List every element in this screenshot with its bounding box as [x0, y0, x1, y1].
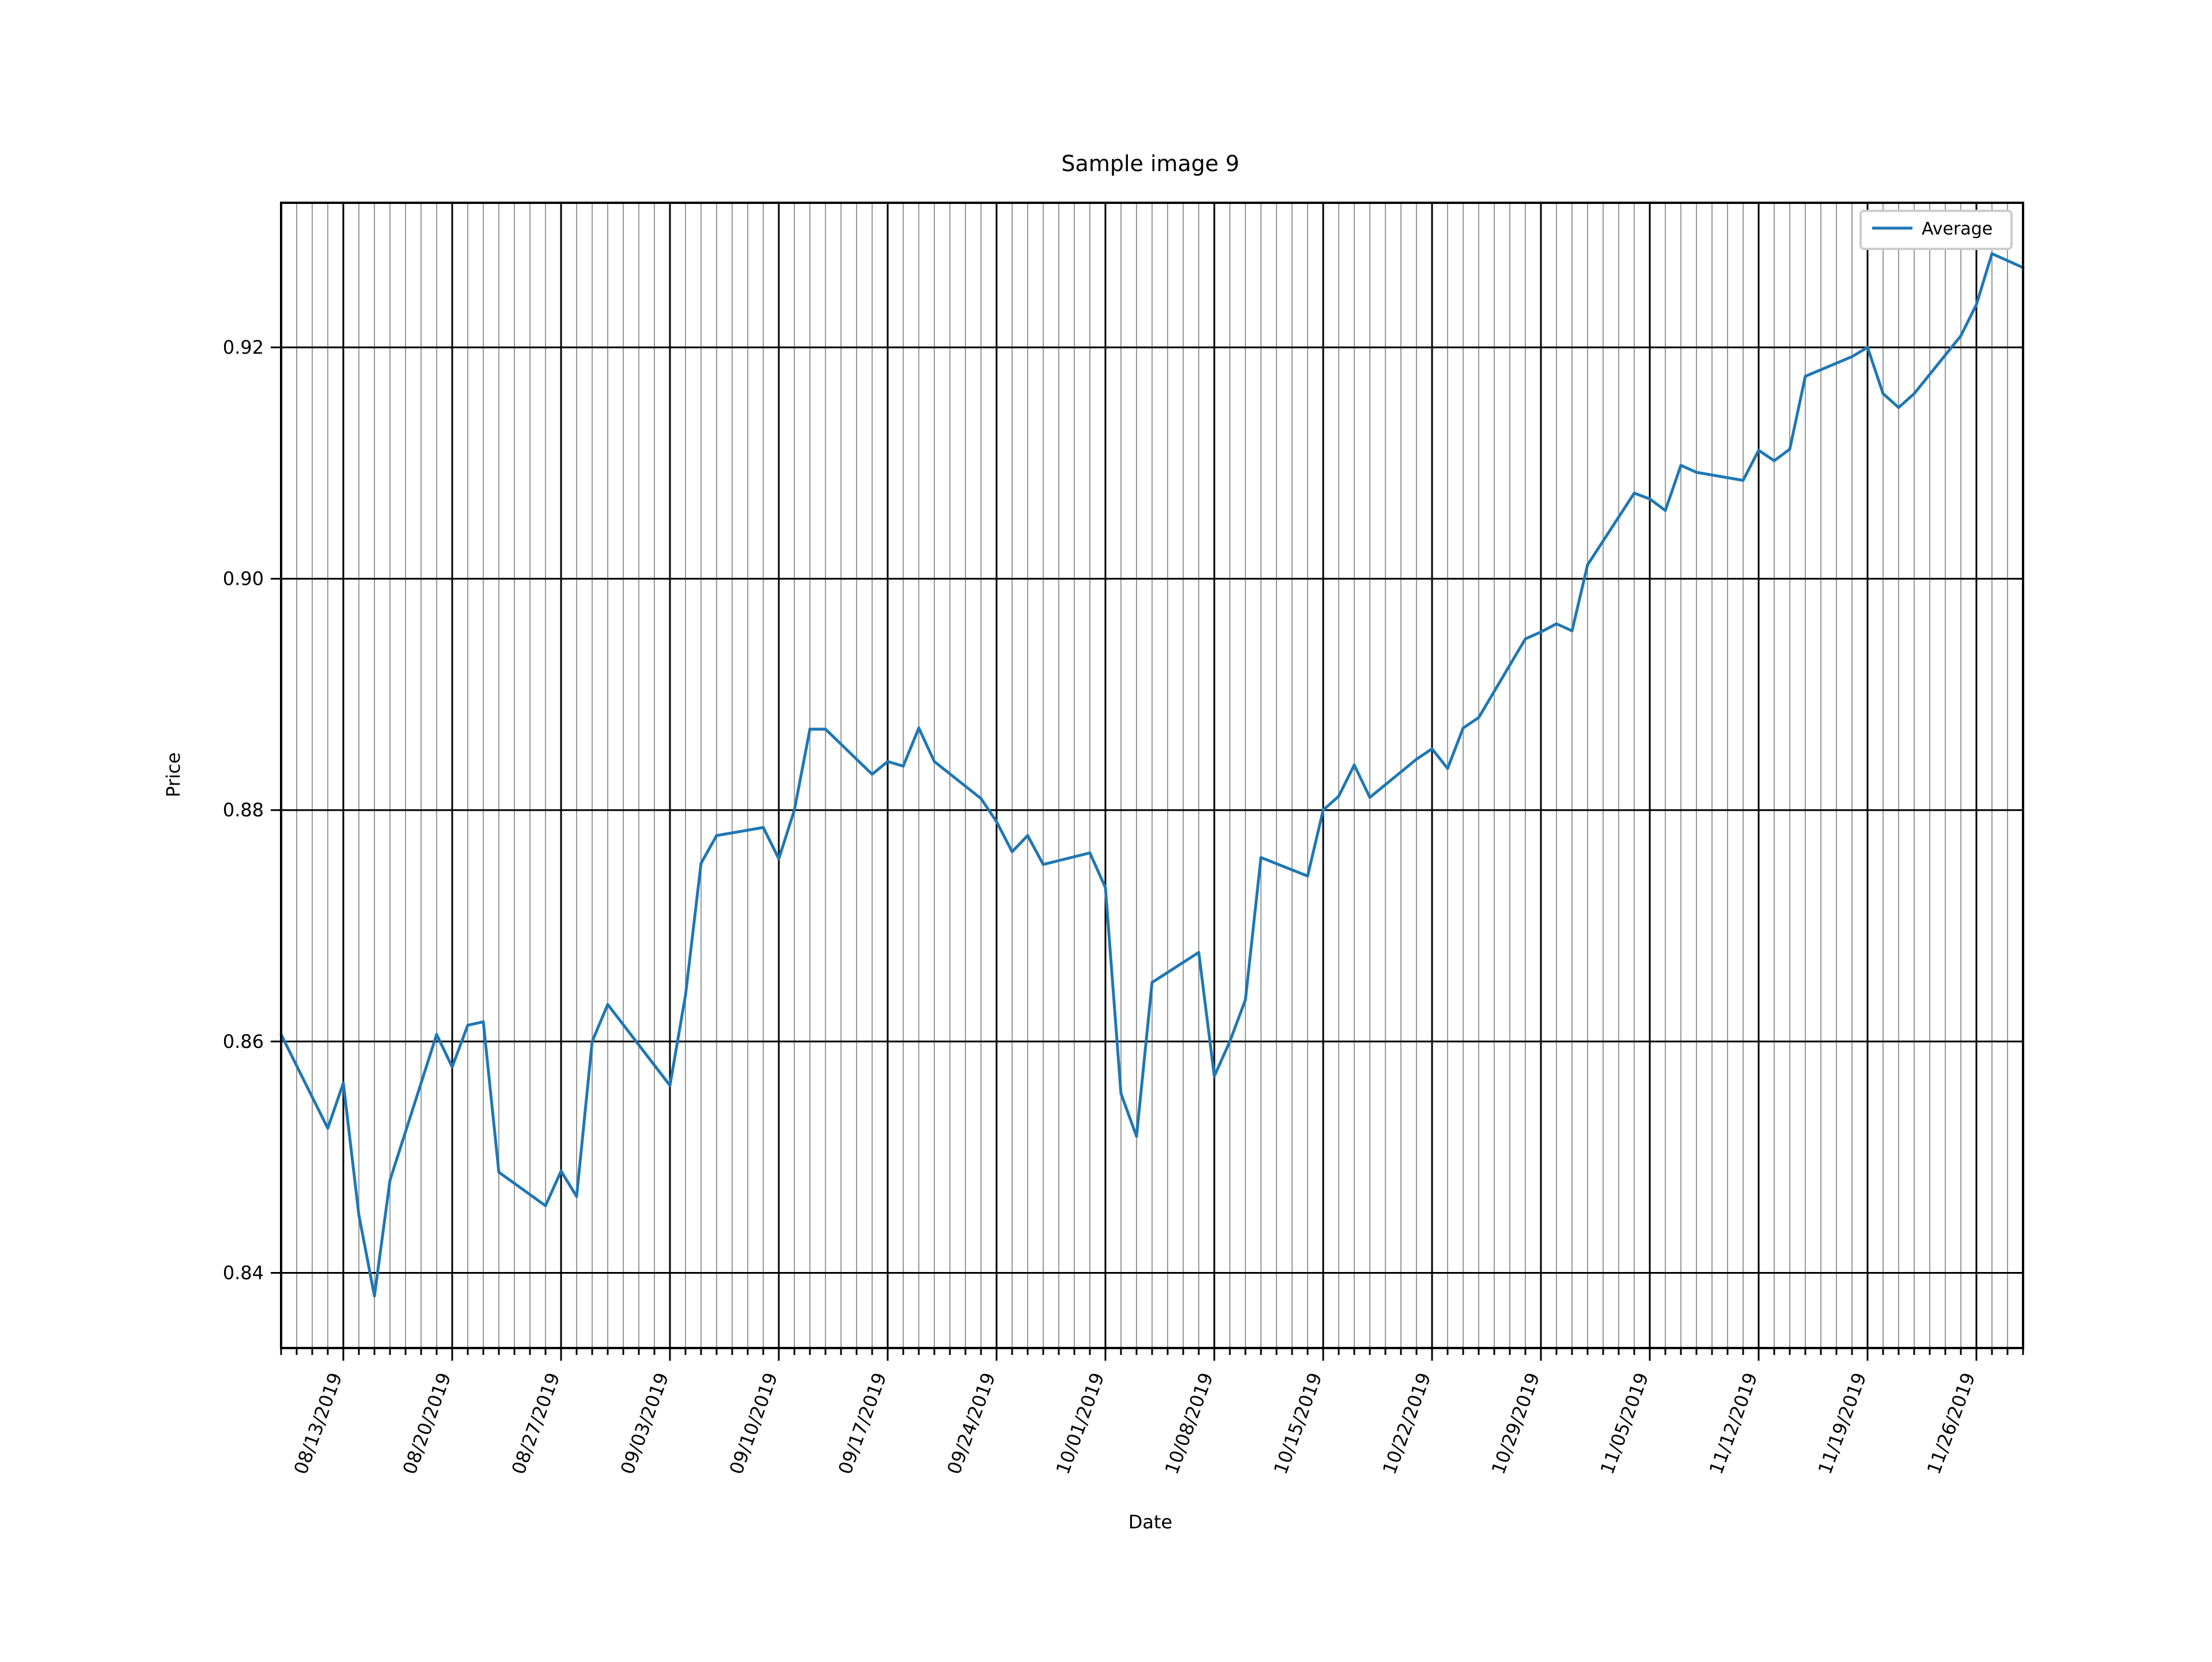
data-point: [1321, 808, 1325, 812]
data-point: [1975, 303, 1978, 306]
major-grid: [281, 203, 2023, 1348]
data-point: [668, 1084, 672, 1087]
data-point: [777, 857, 781, 861]
data-point: [933, 760, 936, 763]
data-point: [1477, 716, 1480, 720]
data-point: [1881, 392, 1885, 395]
data-point: [1757, 449, 1760, 452]
data-point: [1679, 464, 1683, 467]
data-point: [1026, 834, 1029, 837]
data-point: [1353, 763, 1356, 767]
data-point: [1912, 392, 1916, 395]
data-point: [544, 1204, 547, 1207]
data-point: [1866, 346, 1869, 349]
data-point: [435, 1033, 438, 1036]
data-point: [1197, 951, 1200, 954]
data-point: [1010, 850, 1014, 854]
y-tick-label: 0.86: [223, 1031, 264, 1053]
data-point: [373, 1294, 376, 1298]
data-point: [497, 1171, 501, 1174]
data-point: [1695, 471, 1698, 474]
data-point: [979, 797, 983, 800]
data-point: [808, 728, 812, 731]
data-point: [1850, 355, 1854, 358]
data-point: [1430, 747, 1434, 751]
y-tick-label: 0.88: [223, 799, 264, 821]
y-tick-label: 0.84: [223, 1262, 264, 1284]
data-point: [917, 726, 921, 730]
data-point: [1897, 406, 1900, 409]
data-point: [793, 808, 796, 812]
data-point: [1959, 334, 1963, 338]
data-point: [762, 826, 765, 829]
data-point: [886, 760, 889, 763]
data-point: [606, 1003, 609, 1006]
data-point: [1104, 886, 1107, 889]
minor-grid: [281, 203, 2024, 1348]
data-point: [699, 862, 703, 865]
data-point: [388, 1179, 392, 1182]
data-point: [1664, 509, 1667, 512]
legend-box: [1859, 210, 2013, 250]
data-point: [1088, 851, 1092, 855]
data-point: [326, 1126, 329, 1130]
data-point: [1415, 758, 1418, 761]
y-axis-label: Price: [162, 752, 184, 797]
data-point: [1446, 767, 1449, 770]
data-point: [1041, 863, 1045, 866]
data-point: [902, 764, 905, 768]
data-point: [684, 994, 687, 997]
data-point: [1788, 448, 1791, 451]
legend: Average: [1859, 210, 2013, 250]
data-point: [1741, 479, 1745, 482]
data-point: [824, 728, 827, 731]
data-point: [1772, 459, 1776, 463]
data-point: [1228, 1040, 1232, 1043]
data-point: [559, 1169, 563, 1173]
x-axis-label: Date: [1128, 1511, 1172, 1533]
data-point: [590, 1040, 594, 1043]
data-point: [342, 1081, 345, 1085]
y-tick-label: 0.90: [223, 568, 264, 590]
data-point: [1633, 491, 1636, 495]
data-point: [1213, 1074, 1216, 1078]
data-point: [450, 1065, 454, 1069]
data-point: [482, 1020, 485, 1024]
data-point: [995, 820, 998, 823]
data-point: [715, 834, 718, 837]
y-tick-label: 0.92: [223, 336, 264, 358]
data-point: [1539, 630, 1543, 634]
data-point: [1555, 622, 1558, 626]
data-point: [1586, 563, 1589, 567]
data-point: [1244, 998, 1247, 1002]
data-point: [1461, 726, 1465, 730]
data-point: [466, 1024, 469, 1027]
data-point: [1524, 637, 1527, 641]
data-point: [1648, 497, 1652, 501]
y-axis-ticks: 0.84 0.86 0.88 0.90 0.92: [223, 336, 281, 1284]
data-point: [357, 1213, 361, 1217]
data-point: [1368, 796, 1372, 799]
data-point: [1150, 980, 1154, 984]
data-point: [1990, 252, 1994, 255]
data-point: [575, 1195, 578, 1198]
data-point: [1306, 874, 1309, 878]
data-point: [1135, 1135, 1138, 1138]
data-point: [1804, 374, 1807, 378]
data-point: [1570, 629, 1574, 633]
chart-title: Sample image 9: [1061, 151, 1239, 176]
data-point: [1119, 1092, 1123, 1095]
data-point: [1259, 856, 1263, 860]
data-point: [1337, 794, 1340, 798]
legend-label-average: Average: [1922, 219, 1993, 239]
data-point: [870, 773, 874, 776]
